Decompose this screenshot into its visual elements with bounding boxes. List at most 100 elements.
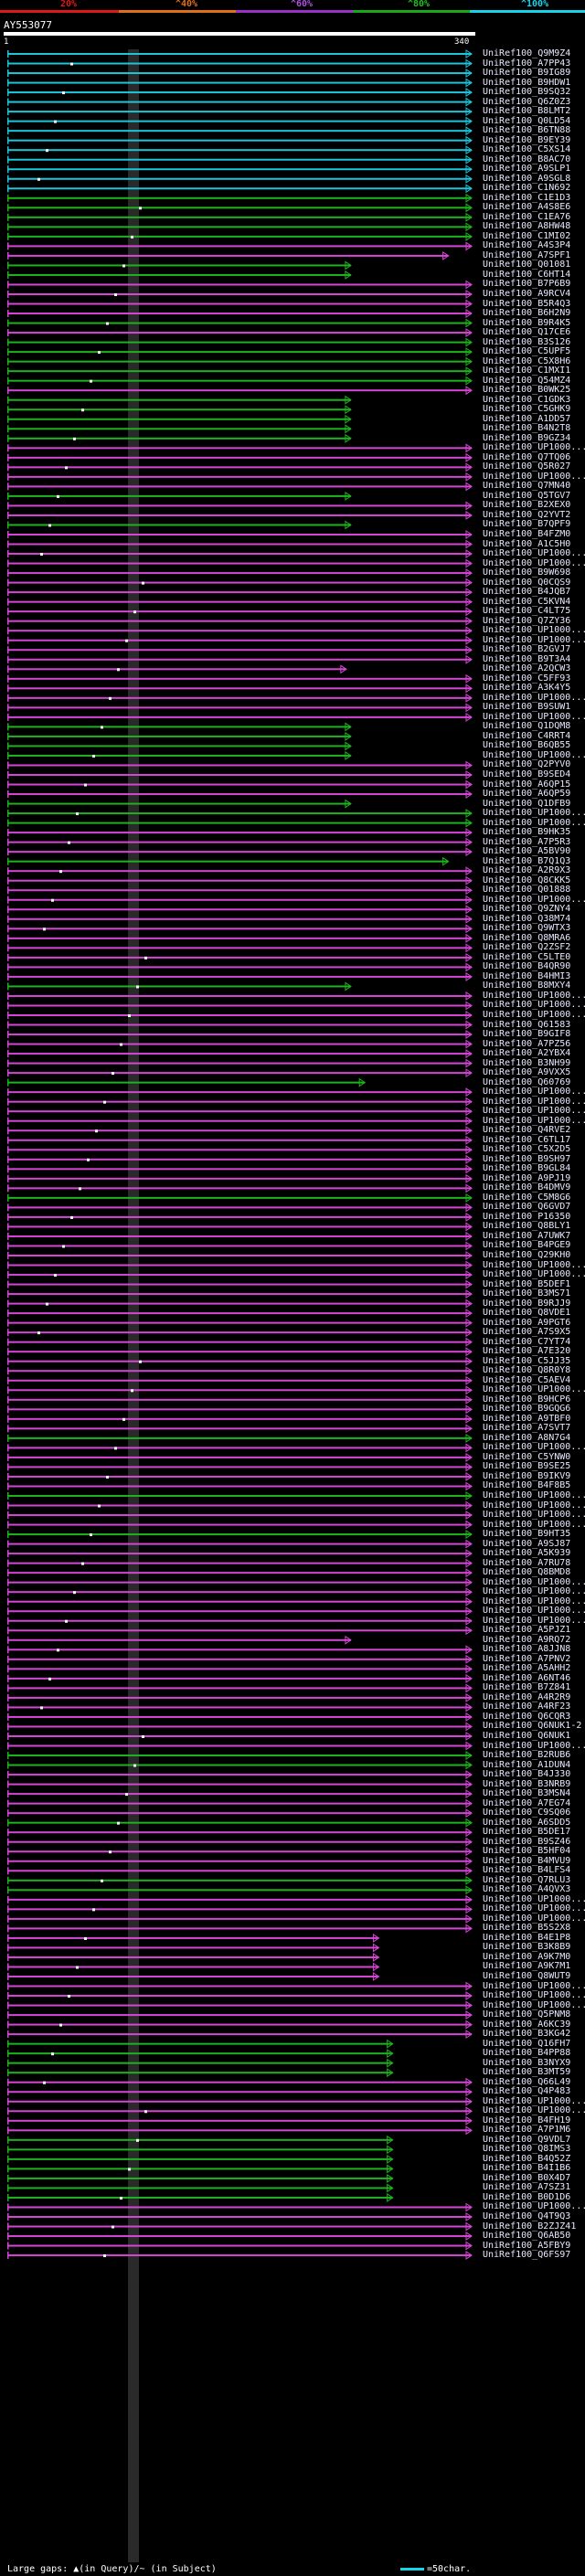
hit-row[interactable]: [7, 645, 473, 655]
hit-row[interactable]: [7, 1058, 473, 1068]
hit-row[interactable]: [7, 2154, 394, 2164]
hit-label[interactable]: UniRef100_Q38M74: [483, 913, 571, 924]
hit-label[interactable]: UniRef100_Q7ZY36: [483, 615, 571, 626]
hit-label[interactable]: UniRef100_A6SDD5: [483, 1817, 571, 1828]
hit-row[interactable]: [7, 2010, 473, 2020]
hit-alignment-bar[interactable]: [7, 1898, 472, 1901]
hit-row[interactable]: [7, 1001, 473, 1011]
hit-label[interactable]: UniRef100_C5XS14: [483, 144, 571, 155]
hit-row[interactable]: [7, 1712, 473, 1722]
hit-label[interactable]: UniRef100_Q8MRA6: [483, 932, 571, 943]
hit-alignment-bar[interactable]: [7, 966, 472, 969]
hit-row[interactable]: [7, 952, 473, 962]
hit-label[interactable]: UniRef100_C5X2D5: [483, 1144, 571, 1155]
hit-label[interactable]: UniRef100_Q6Z0Z3: [483, 96, 571, 107]
hit-row[interactable]: [7, 760, 473, 770]
hit-row[interactable]: [7, 2202, 473, 2212]
hit-alignment-bar[interactable]: [7, 2235, 472, 2238]
hit-alignment-bar[interactable]: [7, 466, 472, 469]
hit-row[interactable]: [7, 1962, 380, 1972]
hit-row[interactable]: [7, 1722, 473, 1732]
hit-row[interactable]: [7, 1789, 473, 1799]
hit-label[interactable]: UniRef100_UP1000...: [483, 1490, 585, 1500]
hit-alignment-bar[interactable]: [7, 898, 472, 901]
hit-label[interactable]: UniRef100_Q6GVD7: [483, 1202, 571, 1213]
hit-label[interactable]: UniRef100_B9GZ34: [483, 432, 571, 443]
hit-label[interactable]: UniRef100_Q16FH7: [483, 2038, 571, 2049]
hit-label[interactable]: UniRef100_Q6NUK1: [483, 1731, 571, 1741]
hit-row[interactable]: [7, 1241, 473, 1251]
hit-label[interactable]: UniRef100_C1N692: [483, 183, 571, 194]
hit-alignment-bar[interactable]: [7, 2119, 472, 2122]
hit-alignment-bar[interactable]: [7, 1831, 472, 1834]
hit-alignment-bar[interactable]: [7, 1917, 472, 1920]
hit-alignment-bar[interactable]: [7, 956, 472, 959]
hit-row[interactable]: [7, 318, 473, 328]
hit-row[interactable]: [7, 1289, 473, 1299]
hit-label[interactable]: UniRef100_Q6NUK1-2: [483, 1721, 582, 1732]
hit-row[interactable]: [7, 1530, 473, 1540]
hit-row[interactable]: [7, 1222, 473, 1232]
hit-alignment-bar[interactable]: [7, 908, 472, 911]
hit-alignment-bar[interactable]: [7, 207, 472, 209]
hit-row[interactable]: [7, 981, 352, 991]
hit-row[interactable]: [7, 1385, 473, 1395]
hit-alignment-bar[interactable]: [7, 2177, 393, 2179]
hit-label[interactable]: UniRef100_A5BV90: [483, 846, 571, 857]
hit-row[interactable]: [7, 414, 352, 424]
hit-label[interactable]: UniRef100_B3NYX9: [483, 2057, 571, 2068]
hit-row[interactable]: [7, 1520, 473, 1530]
hit-label[interactable]: UniRef100_UP1000...: [483, 2201, 585, 2212]
hit-label[interactable]: UniRef100_UP1000...: [483, 625, 585, 636]
hit-label[interactable]: UniRef100_A7UWK7: [483, 1230, 571, 1241]
hit-alignment-bar[interactable]: [7, 591, 472, 594]
hit-label[interactable]: UniRef100_B9HCP6: [483, 1394, 571, 1405]
hit-row[interactable]: [7, 2000, 473, 2010]
hit-label[interactable]: UniRef100_UP1000...: [483, 1259, 585, 1270]
hit-row[interactable]: [7, 684, 473, 694]
hit-label[interactable]: UniRef100_UP1000...: [483, 442, 585, 453]
hit-row[interactable]: [7, 49, 473, 58]
hit-row[interactable]: [7, 482, 473, 492]
hit-label[interactable]: UniRef100_A6QP15: [483, 779, 571, 790]
hit-label[interactable]: UniRef100_A4R2R9: [483, 1691, 571, 1702]
hit-alignment-bar[interactable]: [7, 716, 472, 718]
hit-alignment-bar[interactable]: [7, 1004, 472, 1007]
hit-alignment-bar[interactable]: [7, 235, 472, 238]
hit-label[interactable]: UniRef100_C1E1D3: [483, 192, 571, 203]
hit-label[interactable]: UniRef100_B4J330: [483, 1769, 571, 1780]
hit-row[interactable]: [7, 1943, 380, 1953]
hit-alignment-bar[interactable]: [7, 1572, 472, 1574]
hit-row[interactable]: [7, 290, 473, 299]
hit-label[interactable]: UniRef100_Q2YVT2: [483, 509, 571, 520]
hit-row[interactable]: [7, 654, 473, 664]
hit-row[interactable]: [7, 1856, 473, 1866]
hit-row[interactable]: [7, 1481, 473, 1491]
hit-row[interactable]: [7, 1375, 473, 1385]
hit-alignment-bar[interactable]: [7, 53, 472, 55]
hit-alignment-bar[interactable]: [7, 841, 472, 843]
hit-row[interactable]: [7, 250, 450, 260]
hit-row[interactable]: [7, 2212, 473, 2221]
hit-alignment-bar[interactable]: [7, 581, 472, 584]
hit-label[interactable]: UniRef100_UP1000...: [483, 1519, 585, 1530]
hit-row[interactable]: [7, 1577, 473, 1587]
hit-row[interactable]: [7, 779, 473, 790]
hit-row[interactable]: [7, 212, 473, 222]
hit-row[interactable]: [7, 1972, 380, 1981]
hit-label[interactable]: UniRef100_A7RU78: [483, 1557, 571, 1568]
hit-alignment-bar[interactable]: [7, 696, 472, 699]
hit-row[interactable]: [7, 943, 473, 953]
hit-row[interactable]: [7, 491, 352, 501]
hit-alignment-bar[interactable]: [7, 81, 472, 84]
hit-alignment-bar[interactable]: [7, 245, 472, 248]
hit-row[interactable]: [7, 347, 473, 357]
hit-alignment-bar[interactable]: [7, 1351, 472, 1353]
hit-row[interactable]: [7, 2193, 394, 2202]
hit-label[interactable]: UniRef100_C1MXI1: [483, 366, 571, 376]
hit-row[interactable]: [7, 164, 473, 175]
hit-label[interactable]: UniRef100_B2RUB6: [483, 1750, 571, 1761]
hit-label[interactable]: UniRef100_B4FH19: [483, 2115, 571, 2125]
hit-alignment-bar[interactable]: [7, 418, 351, 420]
hit-label[interactable]: UniRef100_B4I1B6: [483, 2163, 571, 2174]
